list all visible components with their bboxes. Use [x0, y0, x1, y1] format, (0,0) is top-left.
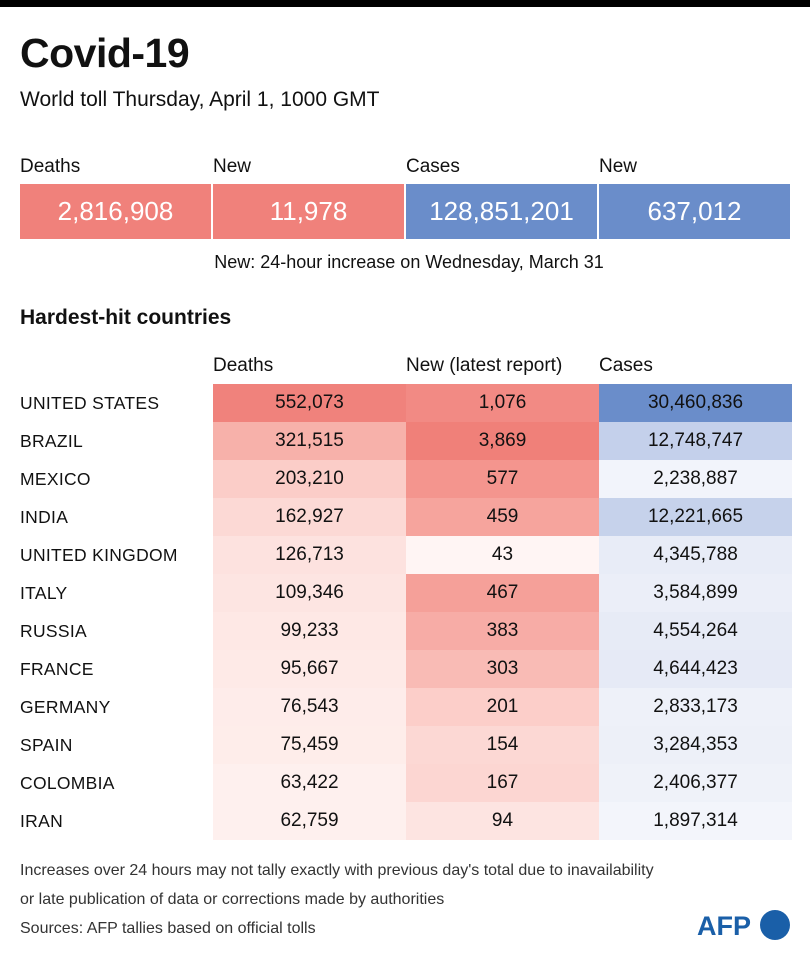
- footnote-line-1: Increases over 24 hours may not tally ex…: [20, 862, 654, 879]
- source-note: Sources: AFP tallies based on official t…: [20, 920, 316, 937]
- summary-value-1: 11,978: [213, 184, 404, 239]
- cell-cases: 30,460,836: [599, 384, 792, 422]
- cell-deaths: 76,543: [213, 688, 406, 726]
- cell-cases: 4,345,788: [599, 536, 792, 574]
- cell-cases: 4,554,264: [599, 612, 792, 650]
- cell-cases: 12,748,747: [599, 422, 792, 460]
- summary-label-0: Deaths: [20, 156, 81, 177]
- cell-cases: 1,897,314: [599, 802, 792, 840]
- cell-new: 167: [406, 764, 599, 802]
- cell-new: 303: [406, 650, 599, 688]
- summary-value-3: 637,012: [599, 184, 790, 239]
- country-name: RUSSIA: [20, 621, 87, 641]
- column-header-2: Cases: [599, 355, 653, 376]
- country-name: MEXICO: [20, 469, 91, 489]
- page-title: Covid-19: [20, 30, 190, 76]
- summary-note: New: 24-hour increase on Wednesday, Marc…: [214, 252, 604, 272]
- cell-deaths: 162,927: [213, 498, 406, 536]
- cell-new: 577: [406, 460, 599, 498]
- cell-new: 459: [406, 498, 599, 536]
- country-name: ITALY: [20, 583, 68, 603]
- country-name: UNITED KINGDOM: [20, 545, 178, 565]
- cell-new: 3,869: [406, 422, 599, 460]
- summary-value-2: 128,851,201: [406, 184, 597, 239]
- country-name: COLOMBIA: [20, 773, 115, 793]
- country-name: IRAN: [20, 811, 64, 831]
- afp-logo-circle: [760, 910, 790, 940]
- cell-new: 1,076: [406, 384, 599, 422]
- cell-new: 94: [406, 802, 599, 840]
- top-bar: [0, 0, 810, 7]
- country-name: FRANCE: [20, 659, 94, 679]
- column-header-0: Deaths: [213, 355, 274, 376]
- country-name: BRAZIL: [20, 431, 84, 451]
- summary-label-2: Cases: [406, 156, 460, 177]
- country-name: INDIA: [20, 507, 69, 527]
- cell-deaths: 109,346: [213, 574, 406, 612]
- cell-deaths: 62,759: [213, 802, 406, 840]
- cell-cases: 2,238,887: [599, 460, 792, 498]
- cell-deaths: 552,073: [213, 384, 406, 422]
- cell-deaths: 321,515: [213, 422, 406, 460]
- cell-deaths: 126,713: [213, 536, 406, 574]
- summary-value-0: 2,816,908: [20, 184, 211, 239]
- cell-cases: 3,284,353: [599, 726, 792, 764]
- afp-logo: AFP: [697, 910, 790, 941]
- cell-cases: 2,406,377: [599, 764, 792, 802]
- cell-deaths: 203,210: [213, 460, 406, 498]
- cell-new: 201: [406, 688, 599, 726]
- cell-cases: 3,584,899: [599, 574, 792, 612]
- summary-label-3: New: [599, 156, 638, 177]
- cell-new: 383: [406, 612, 599, 650]
- cell-new: 154: [406, 726, 599, 764]
- summary-label-1: New: [213, 156, 252, 177]
- page-subtitle: World toll Thursday, April 1, 1000 GMT: [20, 88, 380, 111]
- afp-logo-text: AFP: [697, 911, 751, 941]
- cell-deaths: 63,422: [213, 764, 406, 802]
- cell-cases: 12,221,665: [599, 498, 792, 536]
- cell-cases: 4,644,423: [599, 650, 792, 688]
- country-name: GERMANY: [20, 697, 111, 717]
- cell-deaths: 99,233: [213, 612, 406, 650]
- column-header-1: New (latest report): [406, 355, 563, 376]
- cell-deaths: 95,667: [213, 650, 406, 688]
- cell-new: 467: [406, 574, 599, 612]
- footnote-line-2: or late publication of data or correctio…: [20, 891, 445, 908]
- cell-cases: 2,833,173: [599, 688, 792, 726]
- cell-new: 43: [406, 536, 599, 574]
- cell-deaths: 75,459: [213, 726, 406, 764]
- country-name: SPAIN: [20, 735, 73, 755]
- section-title: Hardest-hit countries: [20, 306, 232, 329]
- country-name: UNITED STATES: [20, 393, 160, 413]
